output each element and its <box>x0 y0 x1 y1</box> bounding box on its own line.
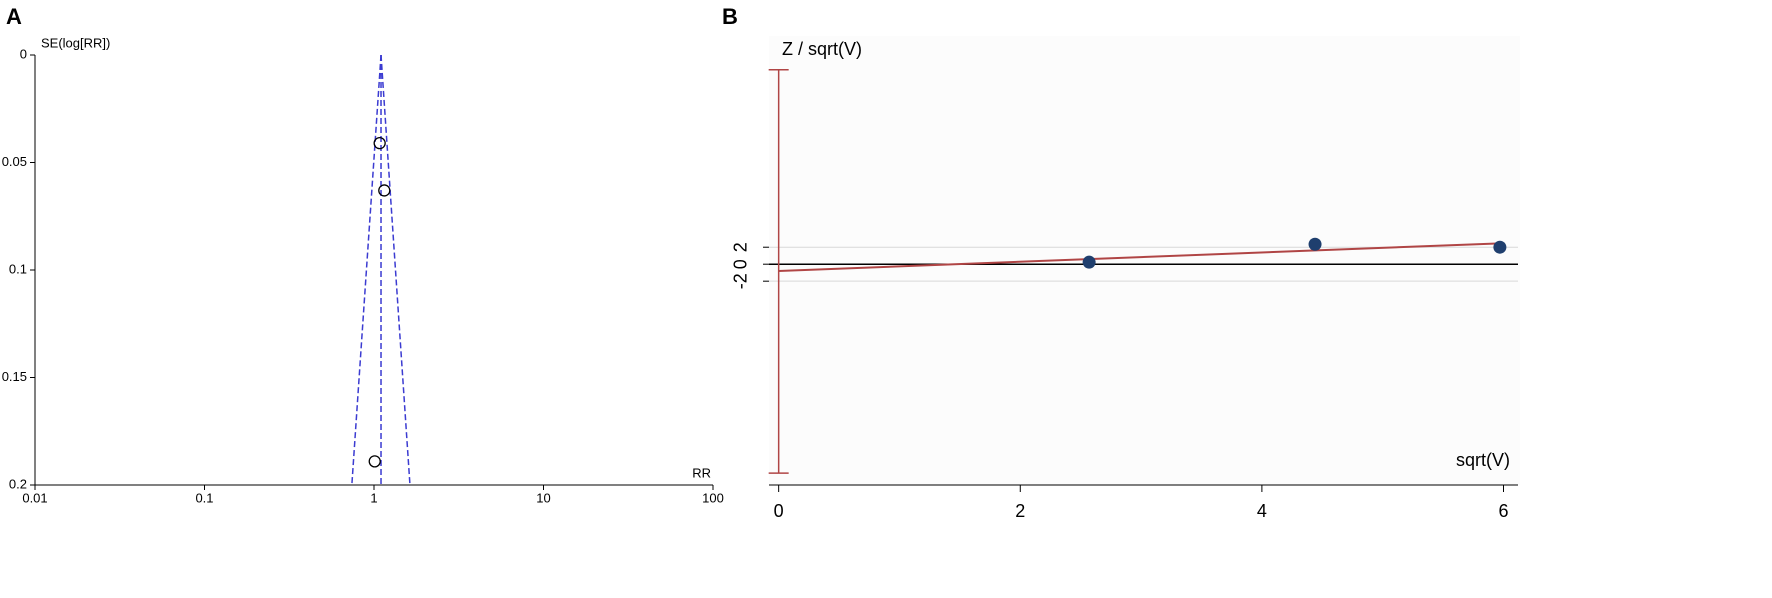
x-axis-label: RR <box>692 465 711 480</box>
funnel-limit <box>351 54 382 486</box>
y-tick-label: 0 <box>731 259 751 269</box>
x-tick-label: 0.01 <box>22 490 47 505</box>
regression-line <box>778 242 1504 272</box>
study-point <box>378 184 391 197</box>
x-tick-label: 100 <box>702 490 724 505</box>
y-tick-label: 0.1 <box>9 261 27 276</box>
x-tick-label: 0.1 <box>195 490 213 505</box>
funnel-limit <box>380 54 411 486</box>
y-tick-label: 2 <box>731 242 751 252</box>
x-axis-label: sqrt(V) <box>1456 450 1510 470</box>
study-point <box>1308 237 1322 251</box>
plot-background <box>769 36 1520 485</box>
y-axis-label: Z / sqrt(V) <box>782 39 862 59</box>
panel-b: -2 0 2 0 2 4 6 Z / sqrt(V) sqrt(V) <box>731 39 1518 521</box>
x-tick-label: 2 <box>1015 501 1025 521</box>
y-tick-label: 0 <box>20 46 27 61</box>
panel-a: 0 0.05 0.1 0.15 0.20.01 0.1 1 10 100 SE(log[RR]) R… <box>2 35 724 505</box>
y-tick-label: 0.15 <box>2 369 27 384</box>
x-tick-label: 0 <box>774 501 784 521</box>
y-axis-label: SE(log[RR]) <box>41 35 110 50</box>
y-tick-label: -2 <box>731 273 751 289</box>
study-point <box>1082 255 1096 269</box>
x-tick-label: 6 <box>1498 501 1508 521</box>
x-tick-label: 4 <box>1257 501 1267 521</box>
panel-label: A <box>6 4 22 29</box>
study-point <box>373 136 386 150</box>
y-tick-label: 0.2 <box>9 476 27 491</box>
study-point <box>1493 240 1507 254</box>
x-tick-label: 1 <box>370 490 377 505</box>
y-tick-label: 0.05 <box>2 154 27 169</box>
panel-label: B <box>722 4 738 29</box>
study-point <box>368 455 381 468</box>
x-tick-label: 10 <box>536 490 550 505</box>
